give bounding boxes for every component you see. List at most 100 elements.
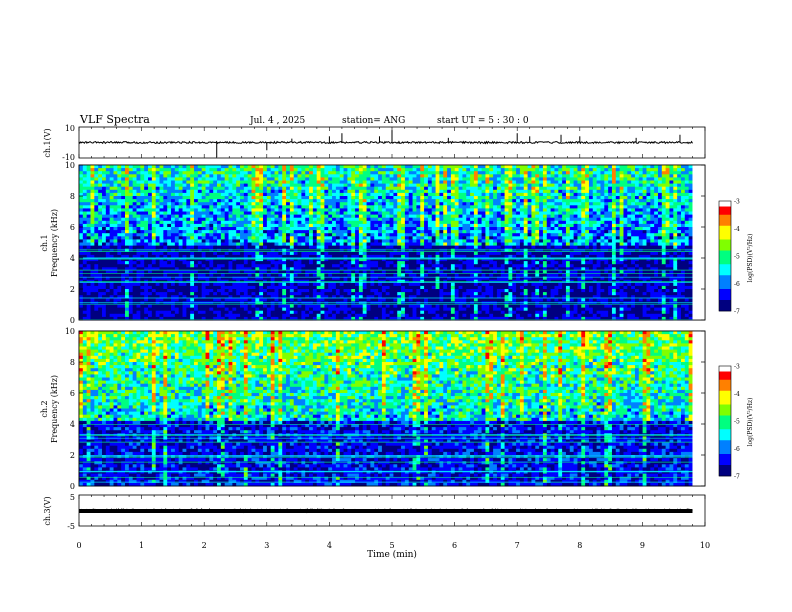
spectrogram-cell [240, 295, 245, 299]
spectrogram-cell [182, 264, 187, 268]
spectrogram-cell [228, 313, 233, 318]
spectrogram-cell [117, 258, 122, 262]
spectrogram-cell [278, 186, 283, 191]
spectrogram-cell [270, 245, 275, 250]
spectrogram-cell [205, 254, 210, 259]
spectrogram-cell [435, 171, 440, 175]
spectrogram-cell [416, 282, 421, 287]
spectrogram-cell [197, 301, 203, 305]
spectrogram-cell [194, 264, 199, 268]
spectrogram-cell [224, 171, 229, 175]
spectrogram-cell [82, 295, 88, 299]
spectrogram-cell [355, 254, 360, 259]
spectrogram-cell [332, 189, 337, 194]
spectrogram-cell [404, 205, 410, 209]
spectrogram-cell [144, 295, 149, 299]
spectrogram-cell [305, 316, 310, 321]
spectrogram-cell [121, 233, 126, 237]
spectrogram-cell [232, 211, 237, 215]
spectrogram-cell [370, 258, 375, 262]
spectrogram-cell [347, 227, 352, 231]
spectrogram-cell [155, 245, 160, 250]
spectrogram-cell [266, 273, 272, 277]
spectrogram-cell [178, 183, 183, 188]
spectrogram-cell [293, 310, 298, 315]
spectrogram-cell [305, 227, 310, 231]
spectrogram-cell [343, 233, 348, 237]
spectrogram-cell [205, 270, 210, 274]
spectrogram-cell [151, 316, 157, 321]
spectrogram-cell [102, 180, 107, 184]
spectrogram-cell [82, 180, 88, 184]
spectrogram-cell [397, 236, 402, 240]
spectrogram-cell [163, 285, 168, 290]
spectrogram-cell [389, 202, 394, 206]
spectrogram-cell [263, 316, 268, 321]
spectrogram-cell [286, 236, 291, 240]
spectrogram-cell [328, 273, 333, 277]
spectrogram-cell [109, 301, 114, 305]
spectrogram-cell [174, 233, 180, 237]
spectrogram-cell [335, 205, 341, 209]
spectrogram-cell [397, 202, 402, 206]
spectrogram-cell [178, 310, 183, 315]
spectrogram-cell [297, 196, 302, 200]
spectrogram-cell [270, 248, 275, 253]
spectrogram-cell [128, 220, 134, 225]
spectrogram-cell [309, 192, 314, 197]
spectrogram-cell [370, 192, 375, 197]
spectrogram-cell [282, 289, 287, 293]
spectrogram-cell [427, 254, 433, 259]
spectrogram-cell [190, 313, 195, 318]
spectrogram-cell [109, 254, 114, 259]
spectrogram-cell [163, 248, 168, 253]
spectrogram-cell [408, 245, 413, 250]
spectrogram-cell [151, 254, 157, 259]
spectrogram-cell [182, 177, 187, 181]
spectrogram-cell [136, 208, 141, 212]
spectrogram-cell [209, 186, 214, 191]
spectrogram-cell [328, 285, 333, 290]
spectrogram-cell [213, 227, 218, 231]
spectrogram-cell [259, 289, 264, 293]
spectrogram-cell [217, 295, 222, 299]
spectrogram-cell [339, 174, 344, 178]
spectrogram-cell [343, 295, 348, 299]
spectrogram-cell [213, 248, 218, 253]
spectrogram-cell [274, 285, 279, 290]
waveform-line [78, 140, 693, 145]
spectrogram-cell [228, 174, 233, 178]
spectrogram-cell [251, 192, 256, 197]
spectrogram-cell [393, 168, 398, 172]
spectrogram-cell [335, 223, 341, 228]
spectrogram-cell [194, 174, 199, 178]
spectrogram-cell [435, 292, 440, 296]
spectrogram-cell [416, 313, 421, 318]
spectrogram-cell [163, 211, 168, 215]
spectrogram-cell [404, 165, 410, 169]
spectrogram-cell [370, 171, 375, 175]
spectrogram-cell [447, 192, 452, 197]
spectrogram-cell [366, 171, 371, 175]
spectrogram-cell [424, 307, 429, 312]
spectrogram-cell [132, 276, 137, 281]
spectrogram-cell [404, 202, 410, 206]
spectrogram-cell [136, 264, 141, 268]
spectrogram-cell [424, 248, 429, 253]
spectrogram-cell [320, 202, 325, 206]
spectrogram-cell [401, 211, 406, 215]
spectrogram-cell [385, 233, 390, 237]
spectrogram-cell [324, 192, 329, 197]
spectrogram-cell [209, 227, 214, 231]
spectrogram-cell [324, 316, 329, 321]
spectrogram-cell [94, 223, 99, 228]
spectrogram-cell [228, 295, 233, 299]
spectrogram-cell [408, 264, 413, 268]
spectrogram-cell [274, 220, 279, 225]
spectrogram-cell [113, 285, 118, 290]
spectrogram-cell [243, 208, 249, 212]
spectrogram-cell [404, 273, 410, 277]
spectrogram-cell [155, 295, 160, 299]
spectrogram-cell [144, 251, 149, 256]
spectrogram-cell [186, 273, 191, 277]
